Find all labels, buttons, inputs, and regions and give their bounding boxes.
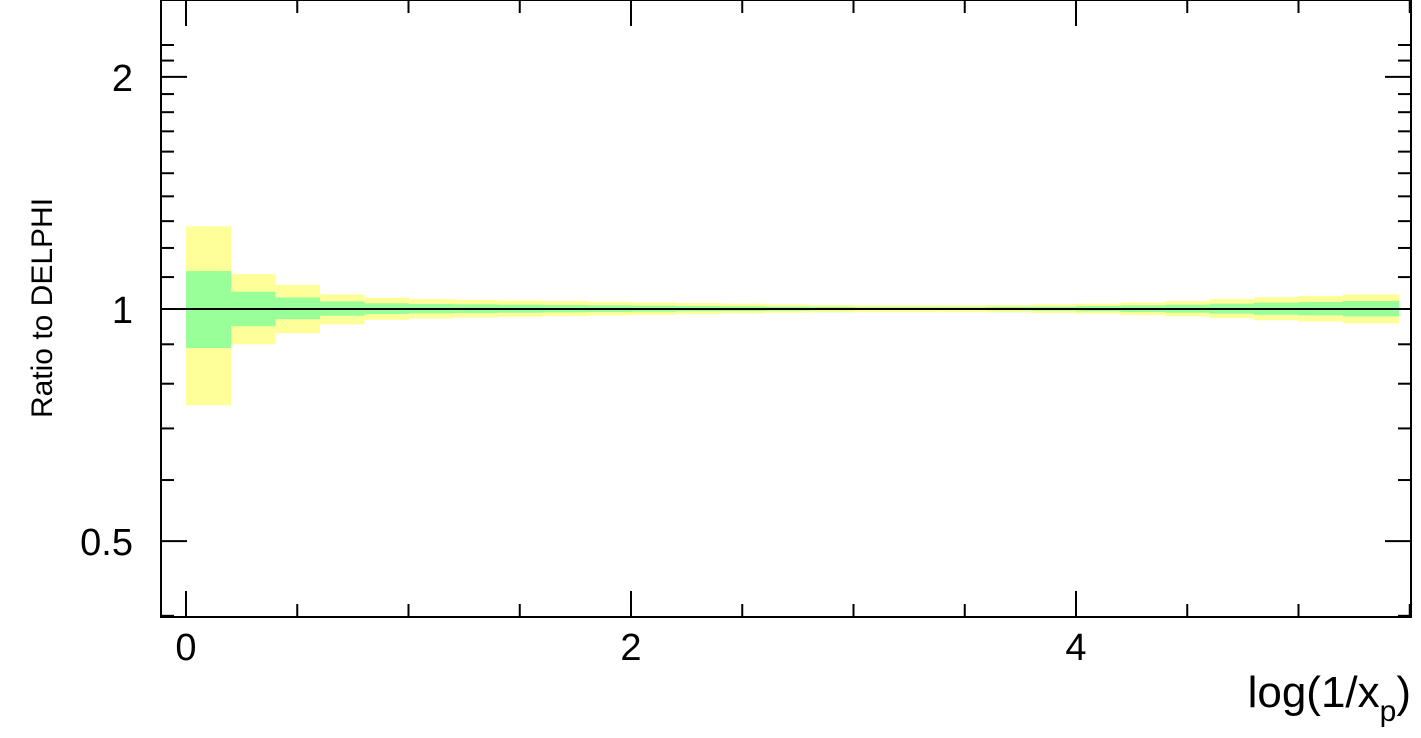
- x-tick-label-2: 2: [620, 627, 641, 669]
- y-tick-label-2: 2: [112, 58, 133, 100]
- uncertainty-bands: [186, 226, 1400, 406]
- x-axis-title-subscript: p: [1380, 695, 1397, 728]
- tick-labels: 0 2 4 0.5 1 2: [80, 58, 1086, 669]
- plot-frame: [160, 0, 1412, 618]
- y-axis-title: Ratio to DELPHI: [26, 198, 59, 418]
- x-tick-label-0: 0: [175, 627, 196, 669]
- x-axis-title-main: log(1/x: [1248, 668, 1380, 717]
- x-axis-title-close: ): [1396, 668, 1411, 717]
- x-axis-title: log(1/xp): [1248, 668, 1411, 728]
- x-tick-label-4: 4: [1065, 627, 1086, 669]
- y-tick-label-0.5: 0.5: [80, 522, 133, 564]
- axis-ticks: [161, 0, 1411, 617]
- y-tick-label-1: 1: [112, 290, 133, 332]
